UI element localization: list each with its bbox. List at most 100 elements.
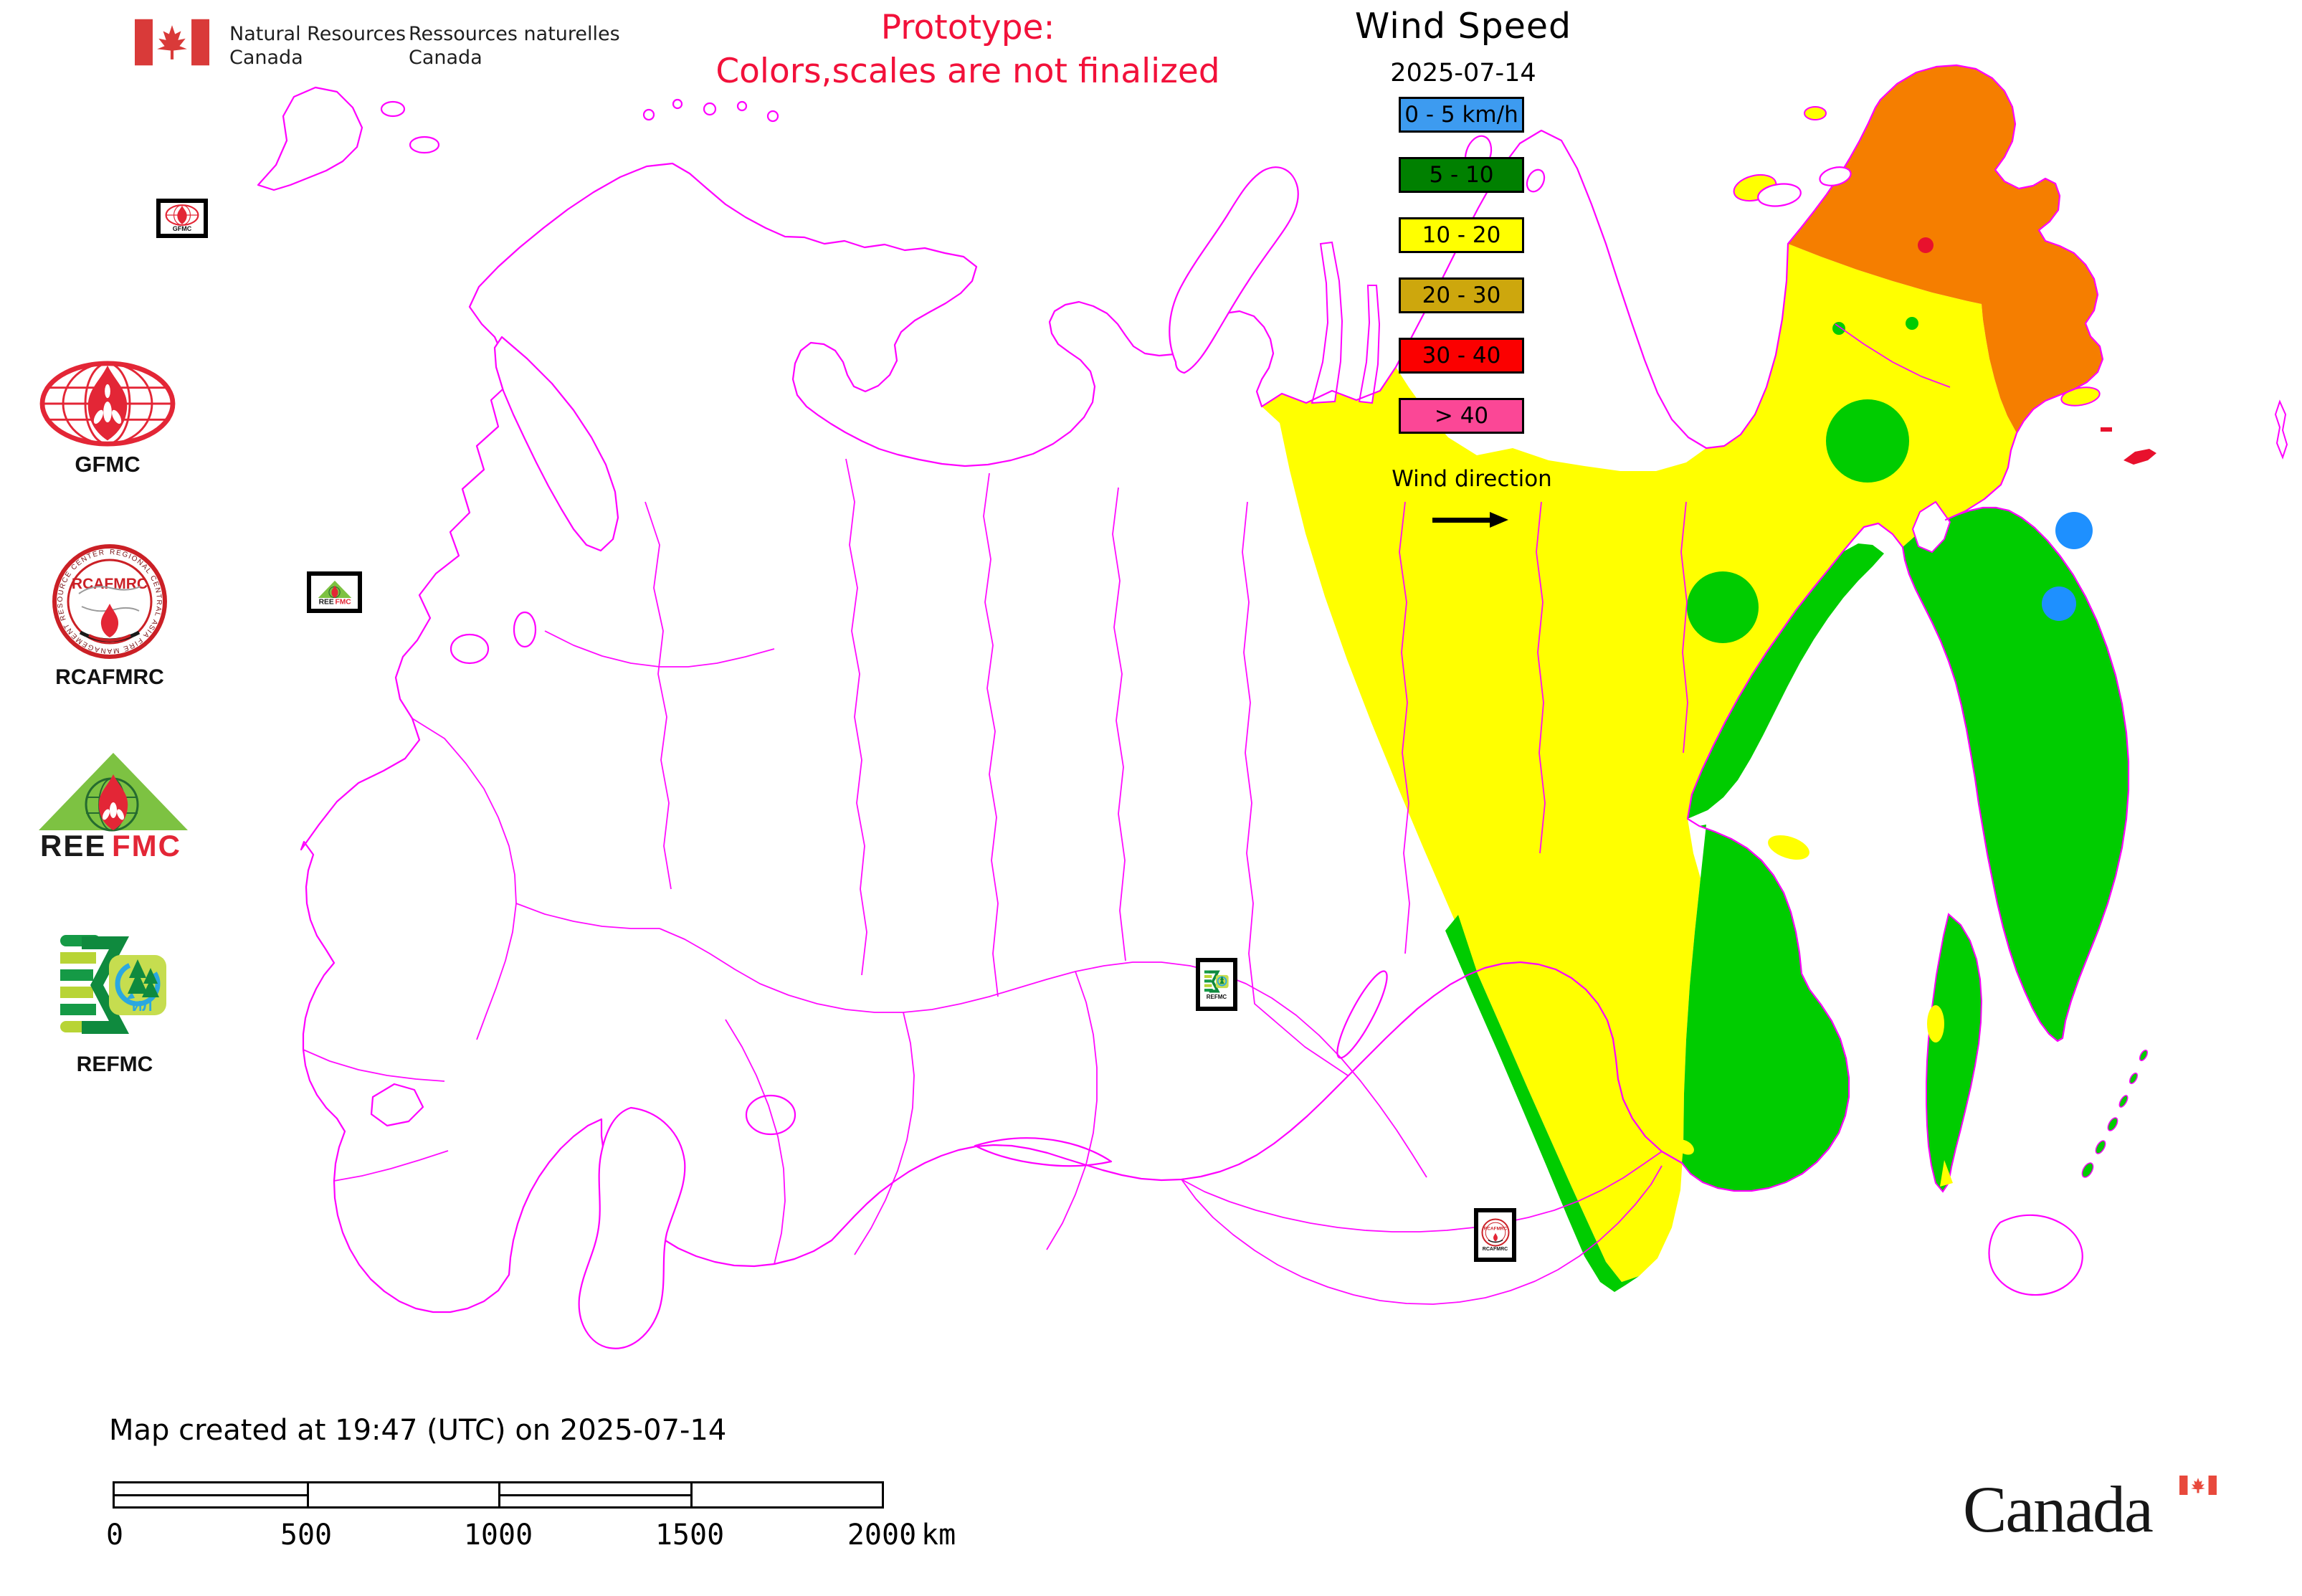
legend-label: 5 - 10 [1429, 162, 1494, 188]
wind-red-island [2123, 449, 2156, 465]
coastlines [257, 64, 2130, 1349]
island-svalbard-small [380, 100, 406, 118]
map-marker-gfmc: GFMC [156, 199, 208, 238]
canada-wordmark-text: Canada [1963, 1473, 2154, 1546]
map-created-caption: Map created at 19:47 (UTC) on 2025-07-14 [109, 1414, 727, 1447]
wind-blue-cell [2042, 586, 2076, 621]
wind-overlay [1262, 65, 2156, 1292]
prototype-line2: Colors,scales are not finalized [715, 52, 1220, 92]
gulf-inlet [1311, 241, 1343, 404]
wind-red-patch [1918, 237, 1934, 253]
island-fjl [736, 100, 748, 112]
reefmc-logo: REE FMC [39, 753, 188, 859]
scale-segment [306, 1483, 499, 1506]
svg-text:REE: REE [40, 829, 106, 859]
island-svalbard [257, 86, 363, 191]
yellow-island [2060, 386, 2101, 407]
scale-tick: 2000 [847, 1519, 917, 1552]
svg-text:FMC: FMC [335, 599, 351, 604]
refmc-logo-label: REFMC [76, 1053, 153, 1076]
scale-unit: km [921, 1519, 956, 1552]
signature-en-line1: Natural Resources [229, 23, 406, 45]
svg-text:ИЛ: ИЛ [132, 999, 152, 1015]
lake-ladoga [450, 633, 490, 665]
wind-red-sliver [2101, 427, 2112, 432]
scale-tick: 500 [280, 1519, 333, 1552]
prototype-line1: Prototype: [880, 8, 1055, 47]
wind-green-dot [1906, 317, 1918, 330]
scale-segment [115, 1483, 307, 1506]
wind-region-green-stripe [1445, 915, 1639, 1292]
caspian-sea [578, 1106, 686, 1349]
scale-tick: 0 [105, 1519, 124, 1552]
legend-date: 2025-07-14 [1390, 59, 1536, 87]
island-hokkaido [1988, 1214, 2083, 1296]
wind-region-green-coast [1688, 543, 1884, 819]
legend-entry-0-5: 0 - 5 km/h [1399, 97, 1524, 133]
wind-blue-cell [2055, 512, 2093, 549]
bay-inlet [1911, 500, 1951, 554]
yellow-island [1804, 106, 1827, 120]
wind-region-yellow [1262, 244, 2017, 1282]
prototype-warning: Prototype: Colors,scales are not finaliz… [631, 6, 1305, 93]
island-kuril [2118, 1095, 2129, 1108]
gfmc-logo-label: GFMC [75, 452, 141, 477]
legend-title: Wind Speed [1354, 6, 1572, 47]
signature-fr-line2: Canada [409, 46, 482, 69]
island-kuril [2139, 1050, 2149, 1061]
legend-label: > 40 [1434, 403, 1489, 429]
canada-wordmark-flag-icon [2179, 1476, 2217, 1495]
legend-label: 10 - 20 [1422, 222, 1501, 248]
island-sakhalin [1926, 913, 1983, 1193]
svg-text:RCAFMRC: RCAFMRC [1483, 1226, 1507, 1231]
lake-baikal [1336, 970, 1388, 1059]
scale-segment [498, 1483, 690, 1506]
wind-green-cell [1687, 571, 1759, 643]
legend-entry-20-30: 20 - 30 [1399, 277, 1524, 313]
rcafmrc-logo-label: RCAFMRC [55, 665, 164, 689]
wind-direction-label: Wind direction [1392, 466, 1552, 492]
map-marker-rcafmrc: RCAFMRC RCAFMRC [1474, 1208, 1516, 1262]
wind-direction-arrow-icon [1432, 512, 1511, 528]
island-kuril [2107, 1117, 2118, 1131]
signature-en-line2: Canada [229, 46, 303, 69]
legend-label: 20 - 30 [1422, 282, 1501, 308]
island-fjl [672, 98, 683, 110]
island-fjl [642, 108, 655, 121]
island-kuril [2129, 1073, 2139, 1084]
map-marker-refmc: REFMC [1196, 958, 1237, 1011]
island-kuril [2081, 1162, 2094, 1178]
wind-region-orange [1788, 65, 2103, 433]
island-fjl [766, 110, 779, 123]
legend-entry-5-10: 5 - 10 [1399, 157, 1524, 193]
island-new-siberian [1757, 183, 1802, 207]
scale-tick: 1000 [463, 1519, 533, 1552]
signature-fr-line1: Ressources naturelles [409, 23, 620, 45]
scale-segment [690, 1483, 883, 1506]
legend-entry-30-40: 30 - 40 [1399, 338, 1524, 374]
yellow-patch-khanka [1675, 1139, 1694, 1155]
lake-onega [513, 611, 537, 648]
legend-label: 0 - 5 km/h [1404, 102, 1518, 128]
scale-tick: 1500 [655, 1519, 725, 1552]
wind-green-dot [1832, 322, 1845, 335]
refmc-logo: ИЛ [59, 932, 169, 1038]
gulf-bothnia [493, 336, 619, 552]
sakhalin-kurils [1926, 399, 2288, 1193]
gfmc-logo [39, 361, 176, 447]
lake-balkhash [974, 1137, 1113, 1167]
legend-entry-10-20: 10 - 20 [1399, 217, 1524, 253]
canada-flag-icon [135, 19, 209, 66]
sakhalin-yellow-patch [1927, 1005, 1944, 1042]
internal-borders [303, 323, 1951, 1305]
island-crimea [370, 1083, 424, 1127]
svg-text:FMC: FMC [112, 829, 181, 859]
federal-signature: Natural Resources Canada Ressources natu… [129, 13, 703, 85]
wind-region-green-southeast [1682, 825, 1849, 1191]
gulf-inlet [1358, 285, 1381, 404]
island-severnaya-zemlya [1526, 168, 1546, 193]
sakhalin-yellow-tip [1940, 1160, 1953, 1187]
scale-bar [113, 1481, 884, 1509]
